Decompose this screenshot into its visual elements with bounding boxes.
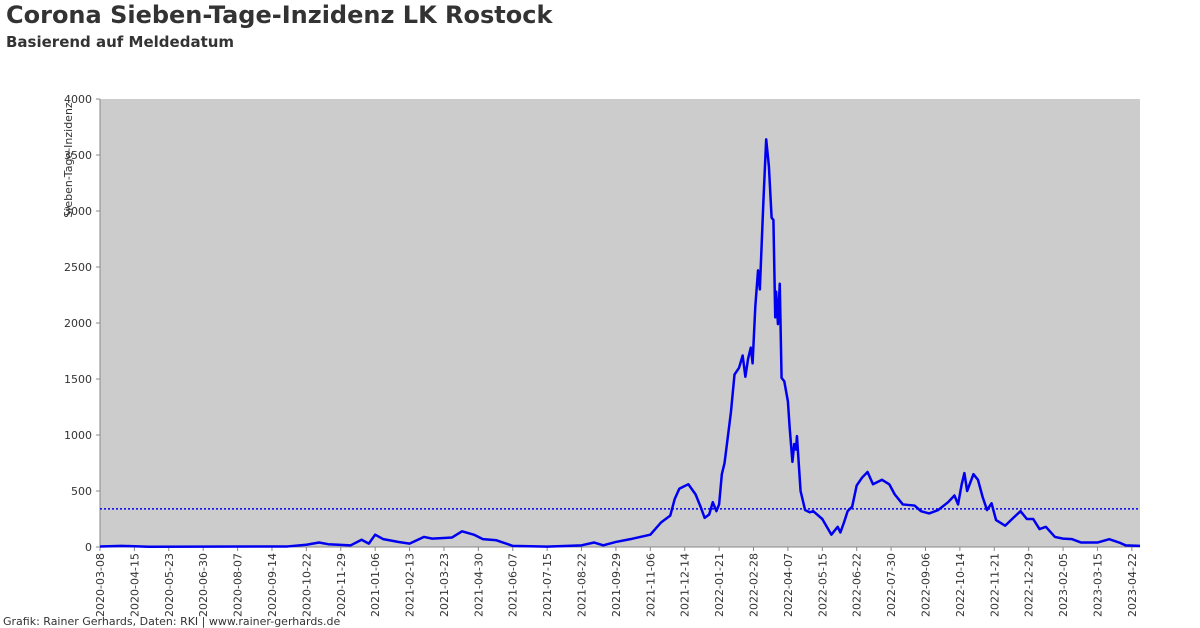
plot-background (100, 99, 1140, 547)
x-tick-label: 2021-06-07 (507, 553, 520, 617)
x-tick-label: 2020-03-08 (94, 553, 107, 617)
y-tick-label: 2000 (64, 317, 92, 330)
y-tick-label: 3500 (64, 149, 92, 162)
x-tick-label: 2022-06-22 (851, 553, 864, 617)
x-tick-label: 2021-02-13 (404, 553, 417, 617)
x-tick-label: 2020-09-14 (266, 553, 279, 617)
x-tick-label: 2020-04-15 (128, 553, 141, 617)
chart-title: Corona Sieben-Tage-Inzidenz LK Rostock (6, 1, 553, 29)
x-tick-label: 2022-04-07 (782, 553, 795, 617)
x-tick-label: 2021-04-30 (472, 553, 485, 617)
x-tick-label: 2022-01-21 (713, 553, 726, 617)
x-tick-label: 2022-05-15 (816, 553, 829, 617)
chart-subtitle: Basierend auf Meldedatum (6, 33, 234, 51)
x-tick-label: 2022-07-30 (885, 553, 898, 617)
data-line (99, 138, 1141, 549)
x-tick-label: 2021-08-22 (576, 553, 589, 617)
x-tick-label: 2021-01-06 (369, 553, 382, 617)
x-tick-label: 2023-04-22 (1126, 553, 1139, 617)
y-tick-label: 1000 (64, 429, 92, 442)
x-tick-label: 2021-11-06 (644, 553, 657, 617)
x-tick-label: 2020-05-23 (163, 553, 176, 617)
x-tick-label: 2021-03-23 (438, 553, 451, 617)
x-tick-label: 2022-10-14 (954, 553, 967, 617)
y-tick-label: 0 (85, 541, 92, 554)
x-tick-label: 2022-09-06 (919, 553, 932, 617)
y-tick-label: 2500 (64, 261, 92, 274)
x-tick-label: 2022-02-28 (748, 553, 761, 617)
y-axis-label: Sieben-Tage-Inzidenz (62, 102, 75, 218)
x-tick-label: 2020-11-29 (335, 553, 348, 617)
x-tick-label: 2022-12-29 (1023, 553, 1036, 617)
footer: Grafik: Rainer Gerhards, Daten: RKI | ww… (3, 615, 341, 628)
x-tick-label: 2021-09-29 (610, 553, 623, 617)
x-tick-label: 2022-11-21 (988, 553, 1001, 617)
y-tick-label: 500 (71, 485, 92, 498)
x-tick-label: 2021-07-15 (541, 553, 554, 617)
x-tick-label: 2020-08-07 (232, 553, 245, 617)
x-tick-label: 2023-02-05 (1057, 553, 1070, 617)
x-tick-label: 2020-06-30 (197, 553, 210, 617)
y-tick-label: 4000 (64, 93, 92, 106)
y-tick-label: 3000 (64, 205, 92, 218)
x-tick-label: 2023-03-15 (1091, 553, 1104, 617)
x-tick-label: 2021-12-14 (679, 553, 692, 617)
y-tick-label: 1500 (64, 373, 92, 386)
x-tick-label: 2020-10-22 (300, 553, 313, 617)
